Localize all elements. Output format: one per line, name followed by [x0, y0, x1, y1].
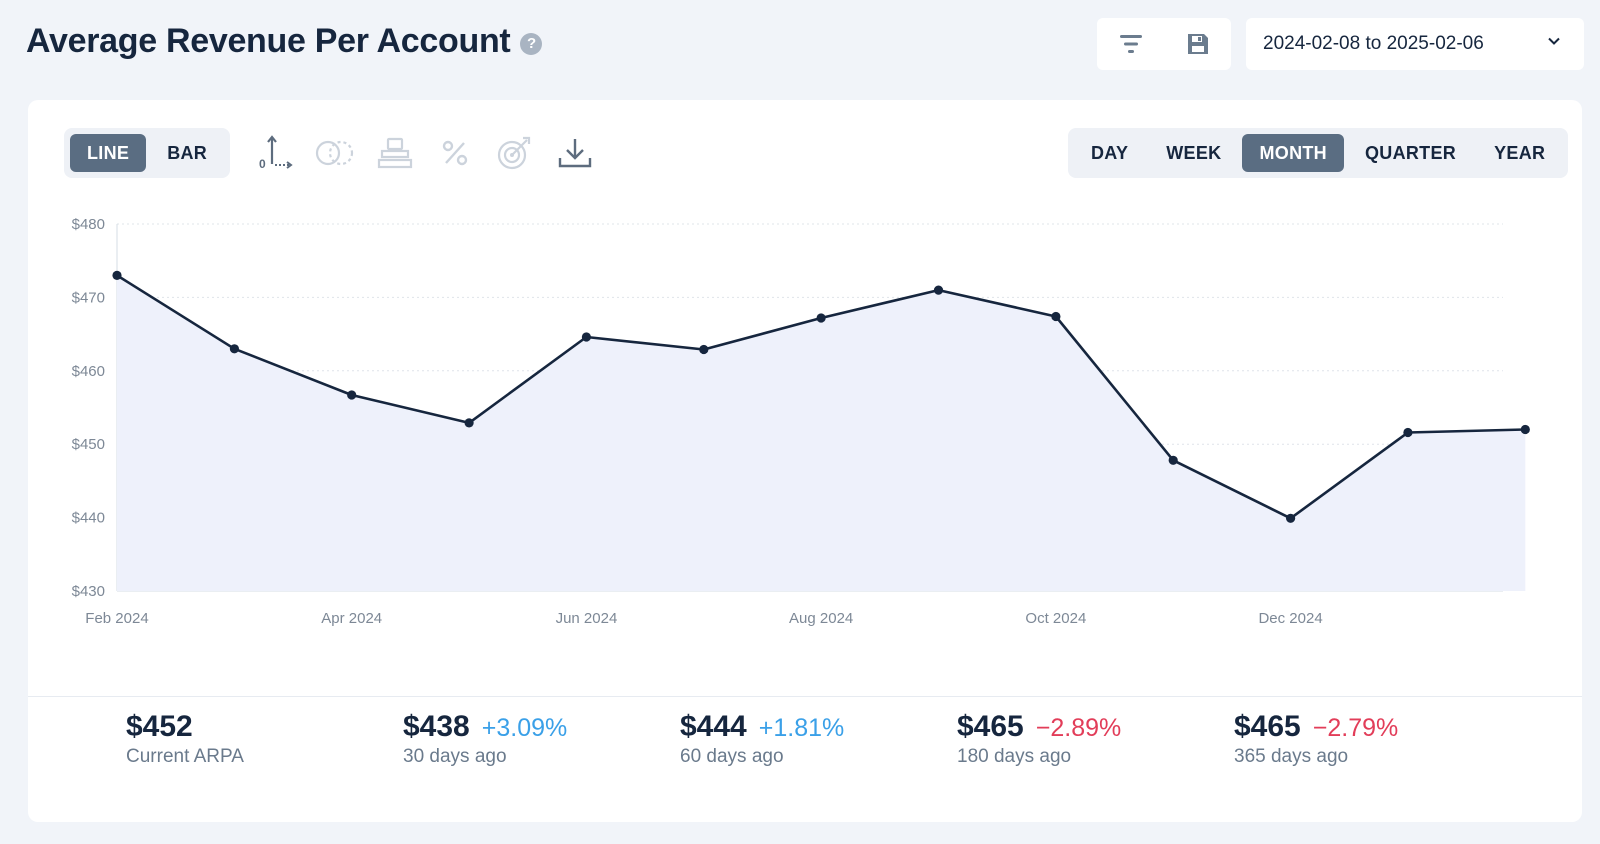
chart-options-toolbar: 0 — [252, 128, 598, 178]
goal-target-icon[interactable] — [492, 130, 538, 176]
x-tick-label: Aug 2024 — [789, 610, 853, 627]
svg-text:0: 0 — [259, 157, 266, 171]
data-point — [347, 390, 357, 400]
period-year[interactable]: YEAR — [1494, 142, 1546, 163]
save-icon[interactable] — [1178, 24, 1218, 64]
y-tick-label: $470 — [72, 289, 105, 306]
x-tick-label: Jun 2024 — [556, 610, 618, 627]
stat-label: 60 days ago — [680, 746, 784, 767]
stat-change: −2.79% — [1312, 714, 1399, 742]
top-toolbar — [1097, 18, 1231, 70]
period-quarter[interactable]: QUARTER — [1364, 142, 1457, 163]
x-tick-label: Oct 2024 — [1025, 610, 1086, 627]
chevron-down-icon — [1546, 33, 1562, 55]
data-point — [1520, 424, 1530, 435]
stat-item: $465 −2.79% 365 days ago — [1234, 710, 1398, 768]
data-point — [1051, 311, 1061, 322]
stat-value: $444 — [680, 710, 747, 743]
help-icon[interactable]: ? — [520, 32, 543, 55]
stat-change: +3.09% — [481, 714, 568, 742]
data-point — [464, 418, 474, 428]
stat-label: Current ARPA — [126, 746, 244, 767]
stat-value: $465 — [957, 710, 1024, 743]
stat-label: 365 days ago — [1234, 746, 1349, 767]
period-month[interactable]: MONTH — [1242, 134, 1344, 172]
compare-circles-icon[interactable] — [312, 130, 358, 176]
period-week[interactable]: WEEK — [1166, 142, 1222, 163]
date-range-picker[interactable]: 2024-02-08 to 2025-02-06 — [1246, 18, 1584, 70]
stat-label: 180 days ago — [957, 746, 1072, 767]
divider — [28, 696, 1582, 697]
stat-value: $465 — [1234, 710, 1301, 743]
stat-item: $452 Current ARPA — [126, 710, 244, 768]
data-point — [933, 285, 944, 295]
chart-type-line[interactable]: LINE — [70, 134, 147, 172]
data-point — [229, 344, 239, 354]
chart-type-bar[interactable]: BAR — [167, 142, 208, 163]
arpa-line-chart: $430 $440 $450 $460 $470 $480 Feb 2024 Apr 2024… — [72, 216, 1530, 627]
data-point — [112, 270, 122, 280]
y-tick-label: $450 — [72, 436, 105, 453]
period-toggle: DAY WEEK MONTH QUARTER YEAR — [1068, 128, 1569, 178]
y-tick-label: $480 — [72, 216, 105, 233]
page-title: Average Revenue Per Account ? — [26, 22, 543, 61]
data-point — [581, 332, 592, 342]
chart-type-toggle: LINE BAR — [64, 128, 231, 178]
stat-item: $438 +3.09% 30 days ago — [403, 710, 567, 768]
date-range-text: 2024-02-08 to 2025-02-06 — [1263, 33, 1484, 54]
filter-icon[interactable] — [1111, 24, 1151, 64]
percent-icon[interactable] — [432, 130, 478, 176]
data-point — [816, 313, 826, 323]
stat-value: $438 — [403, 710, 470, 743]
chart-card: LINE BAR 0 — [28, 100, 1582, 822]
x-tick-label: Apr 2024 — [321, 610, 382, 627]
stat-change: +1.81% — [758, 714, 845, 742]
data-point — [699, 344, 709, 355]
axis-zero-icon[interactable]: 0 — [252, 130, 298, 176]
y-tick-label: $460 — [72, 363, 105, 380]
chart-area-fill — [117, 275, 1526, 591]
stat-item: $444 +1.81% 60 days ago — [680, 710, 844, 768]
stats-row: $452 Current ARPA $438 +3.09% 30 days ago $44… — [28, 710, 1582, 810]
x-tick-label: Dec 2024 — [1258, 610, 1322, 627]
y-tick-label: $440 — [72, 510, 105, 527]
period-day[interactable]: DAY — [1091, 142, 1129, 163]
download-icon[interactable] — [552, 130, 598, 176]
data-point — [1403, 427, 1413, 438]
stat-value: $452 — [126, 710, 193, 743]
stat-label: 30 days ago — [403, 746, 507, 767]
x-tick-label: Feb 2024 — [85, 610, 148, 627]
data-point — [1286, 513, 1296, 523]
data-point — [1168, 455, 1178, 465]
stat-item: $465 −2.89% 180 days ago — [957, 710, 1121, 768]
page-title-text: Average Revenue Per Account — [26, 22, 511, 60]
stat-change: −2.89% — [1035, 714, 1122, 742]
y-tick-label: $430 — [72, 583, 105, 600]
stack-icon[interactable] — [372, 130, 418, 176]
